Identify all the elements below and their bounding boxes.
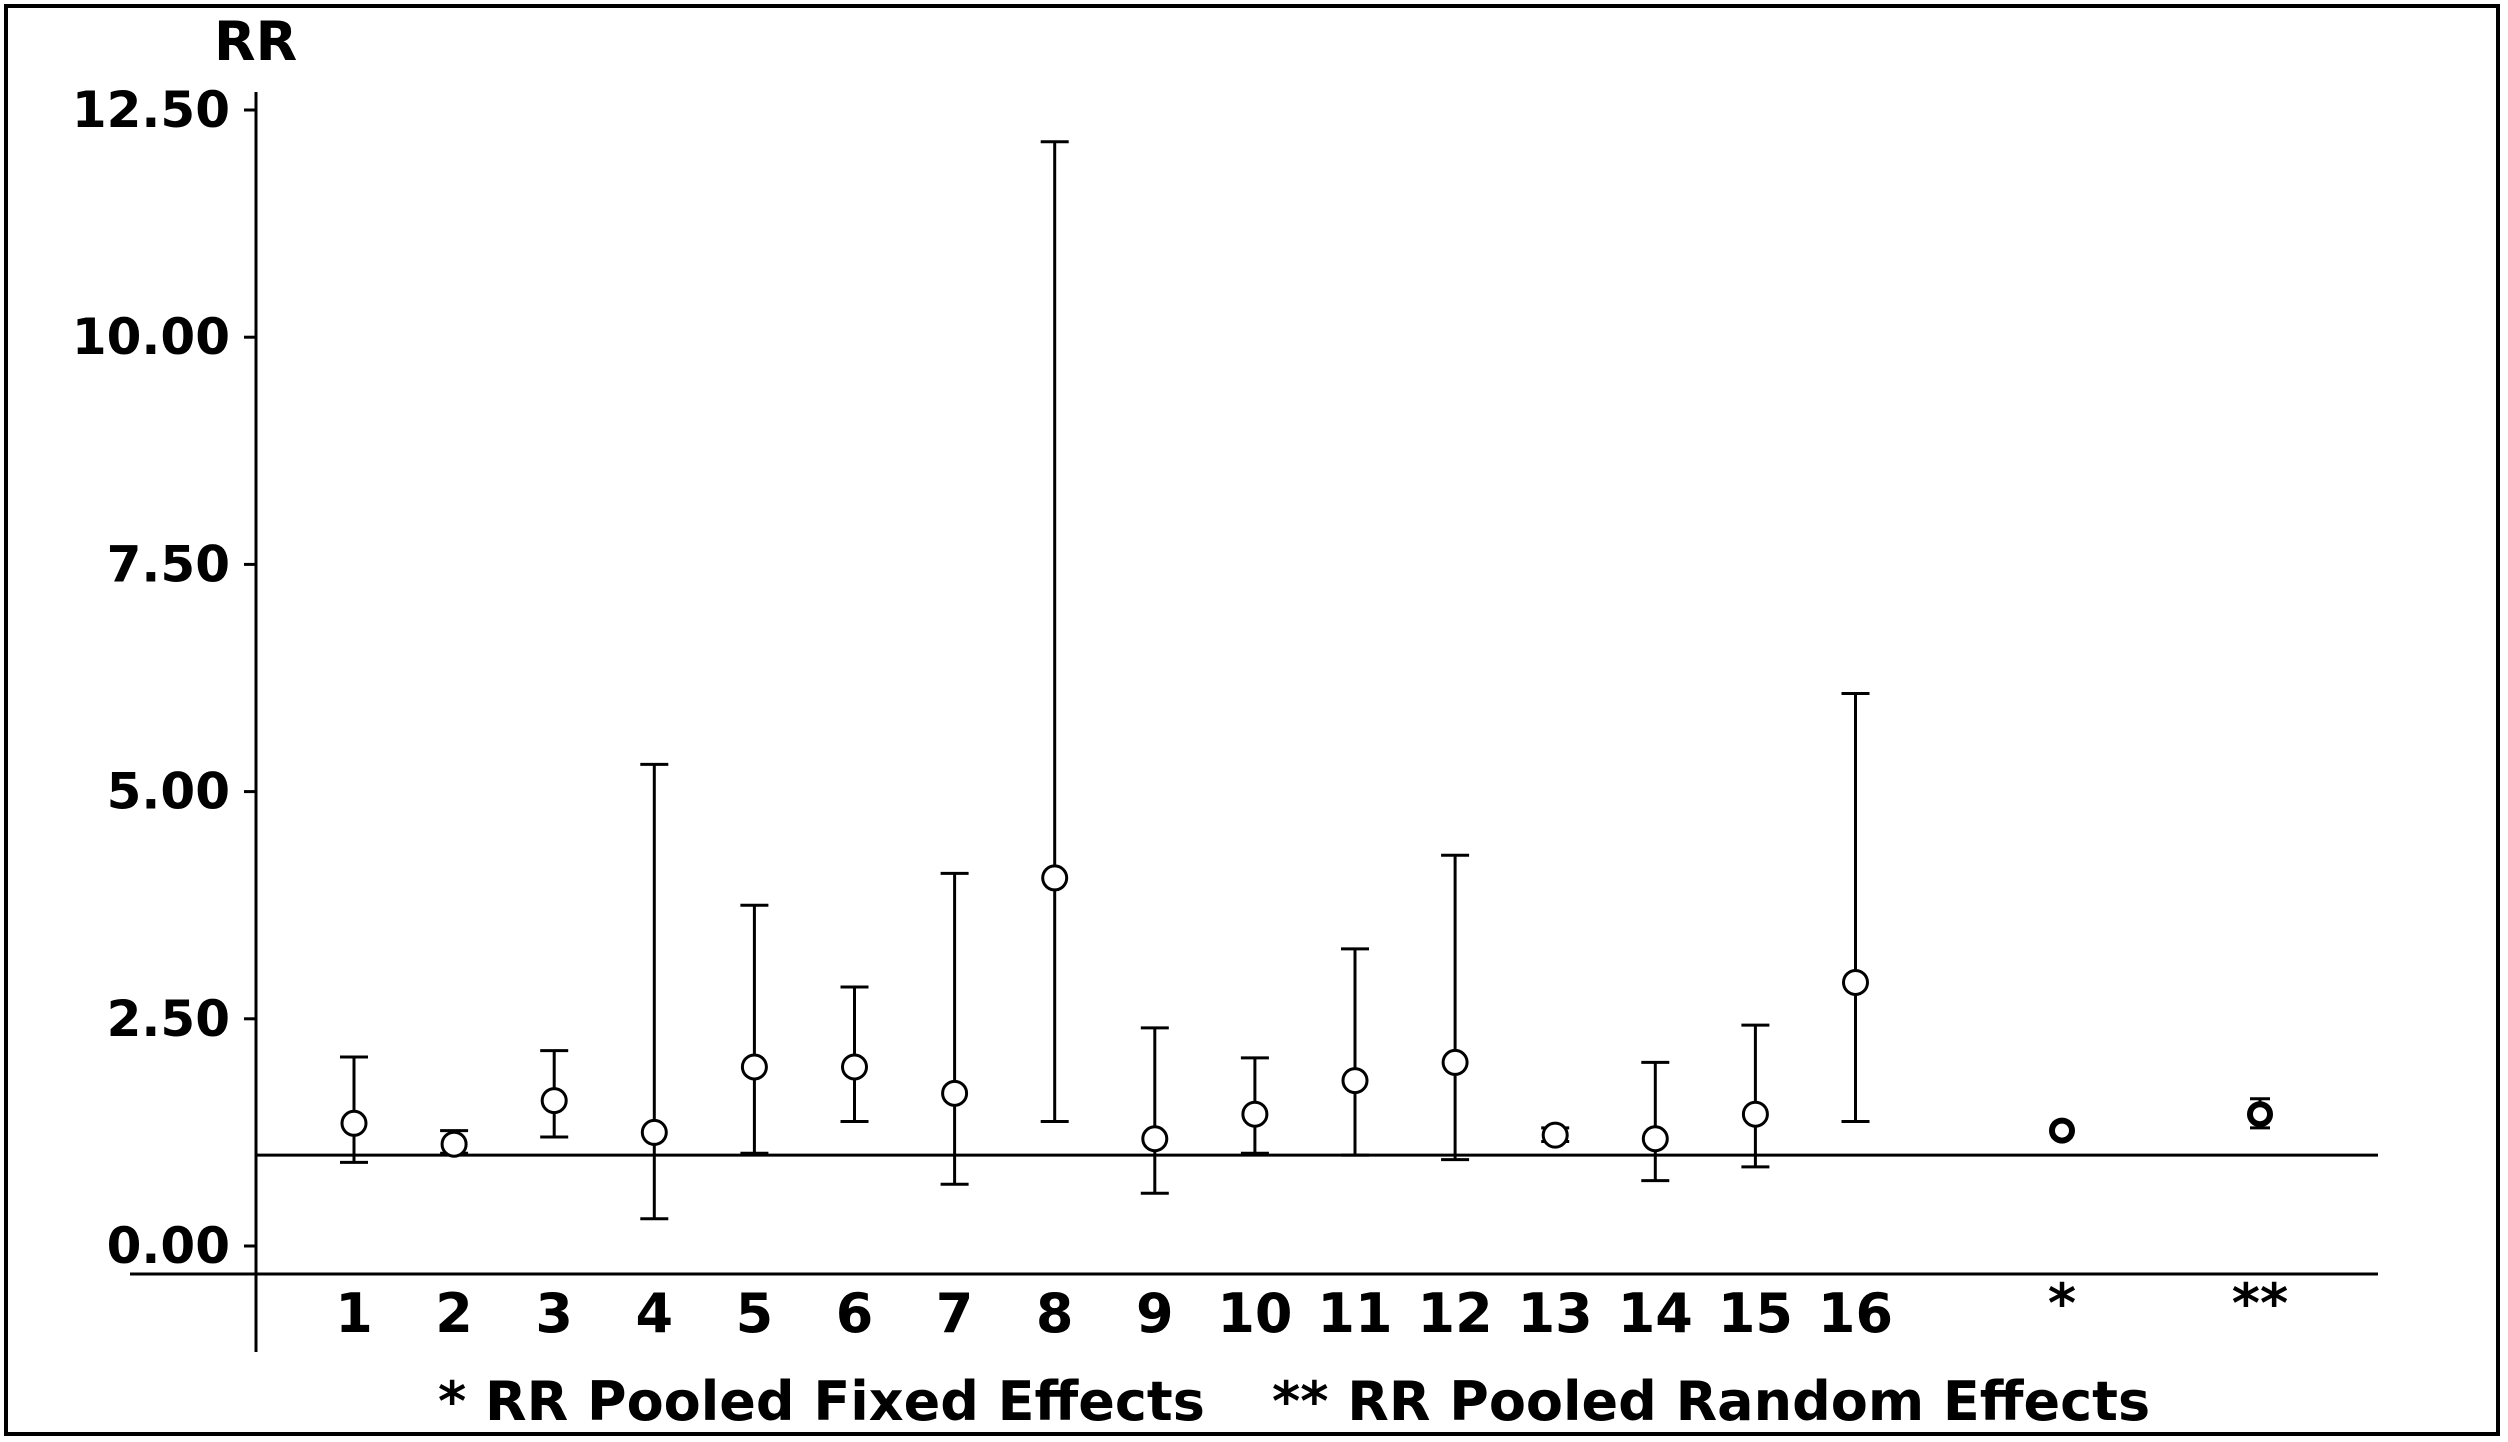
ci-point-15: [1741, 1023, 1770, 1169]
x-category-label: 14: [1618, 1282, 1693, 1345]
ci-point-9: [1140, 1026, 1169, 1195]
rr-marker: [841, 1053, 868, 1081]
y-tick-label: 2.50: [107, 990, 230, 1048]
x-category-label: 16: [1818, 1282, 1893, 1345]
x-category-label: 7: [936, 1282, 974, 1345]
rr-marker: [340, 1109, 368, 1137]
rr-marker: [740, 1053, 768, 1081]
y-ticks: 12.50 10.00 7.50 5.00 2.50 0.00: [72, 81, 256, 1275]
ci-point-10: [1240, 1056, 1269, 1155]
ci-point-pooled-fixed: [2049, 1117, 2075, 1144]
x-category-label: 8: [1036, 1282, 1074, 1345]
ci-point-13: [1541, 1121, 1570, 1149]
x-category-labels: 1 2 3 4 5 6 7 8 9 10 11 12 13 14 15 16 * **: [335, 1272, 2288, 1345]
rr-marker: [2247, 1101, 2273, 1128]
x-category-label: 2: [435, 1282, 473, 1345]
ci-point-14: [1641, 1060, 1670, 1183]
y-tick-label: 7.50: [107, 535, 230, 593]
x-category-label: 1: [335, 1282, 373, 1345]
rr-marker: [1341, 1067, 1369, 1095]
x-category-label: 6: [836, 1282, 874, 1345]
x-category-label: 10: [1217, 1282, 1292, 1345]
note-random-effects: ** RR Pooled Random Effects: [1272, 1370, 2150, 1433]
y-tick-label: 0.00: [107, 1217, 230, 1275]
x-category-label: **: [2232, 1272, 2288, 1335]
ci-point-2: [440, 1129, 469, 1158]
note-fixed-effects: * RR Pooled Fixed Effects: [438, 1370, 1205, 1433]
ci-point-pooled-random: [2247, 1097, 2273, 1130]
ci-point-1: [340, 1055, 368, 1164]
rr-marker: [640, 1118, 668, 1146]
axes: [130, 92, 2378, 1352]
rr-marker: [2049, 1117, 2075, 1144]
x-category-label: 11: [1317, 1282, 1392, 1345]
y-tick-label: 12.50: [72, 81, 230, 139]
y-axis-label: RR: [214, 10, 297, 73]
x-category-label: 4: [636, 1282, 674, 1345]
ci-point-3: [540, 1049, 569, 1139]
rr-marker: [1741, 1100, 1769, 1128]
ci-point-4: [640, 762, 669, 1221]
rr-marker: [941, 1079, 969, 1107]
ci-point-11: [1341, 947, 1369, 1157]
ci-point-16: [1841, 691, 1870, 1123]
x-category-label: 3: [535, 1282, 573, 1345]
x-category-label: 15: [1718, 1282, 1793, 1345]
x-category-label: 5: [736, 1282, 774, 1345]
rr-marker: [1041, 864, 1069, 892]
x-category-label: *: [2048, 1272, 2076, 1335]
y-tick-label: 10.00: [72, 308, 230, 366]
y-tick-label: 5.00: [107, 763, 230, 821]
rr-marker: [440, 1130, 468, 1158]
rr-marker: [1641, 1125, 1669, 1153]
ci-point-5: [740, 903, 769, 1155]
x-category-label: 12: [1418, 1282, 1493, 1345]
ci-point-12: [1441, 853, 1470, 1162]
ci-point-8: [1040, 140, 1069, 1123]
x-category-label: 9: [1136, 1282, 1174, 1345]
ci-point-6: [840, 985, 869, 1123]
data-marks: [340, 140, 2273, 1221]
rr-marker: [1842, 968, 1869, 996]
ci-point-7: [940, 871, 969, 1186]
rr-marker: [540, 1087, 568, 1115]
chart-frame: [4, 4, 2500, 1436]
rr-marker: [1141, 1125, 1169, 1153]
rr-marker: [1241, 1100, 1269, 1128]
rr-marker: [1441, 1048, 1469, 1076]
rr-marker: [1541, 1121, 1569, 1149]
x-category-label: 13: [1518, 1282, 1593, 1345]
